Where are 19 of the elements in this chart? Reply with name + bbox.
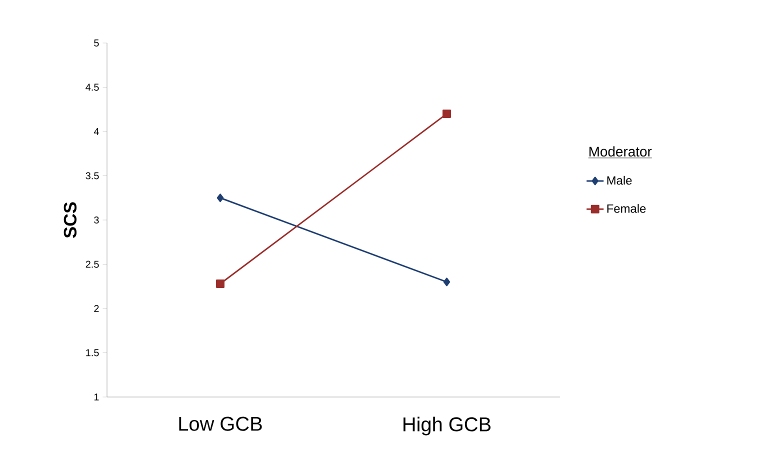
x-tick-label: High GCB — [404, 416, 491, 436]
y-tick-label: 5 — [94, 40, 99, 46]
y-tick-label: 4.5 — [86, 84, 99, 91]
y-tick-label: 3.5 — [86, 172, 99, 180]
y-tick-label: 2.5 — [86, 260, 99, 268]
y-tick-label: 1 — [94, 394, 99, 400]
point — [216, 279, 224, 288]
x-tick-label: Low GCB — [179, 416, 262, 431]
y-tick-label: 2 — [94, 305, 99, 312]
y-tick-label: 1.5 — [86, 349, 99, 356]
point — [443, 278, 450, 286]
y-tick-label: 4 — [94, 128, 99, 135]
y-axis-title: SCS — [64, 202, 77, 238]
legend-label: Male — [607, 176, 632, 185]
legend-label: Female — [607, 204, 646, 213]
y-tick-label: 3 — [94, 216, 99, 224]
point — [442, 110, 451, 118]
legend-title: Moderator — [589, 146, 652, 157]
point — [216, 194, 224, 202]
